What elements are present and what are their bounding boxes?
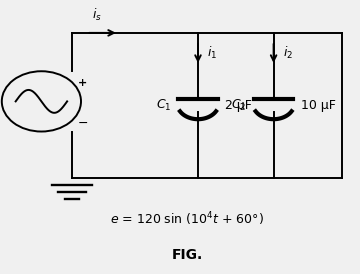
Text: FIG.: FIG. bbox=[172, 248, 203, 262]
Text: $C_1$: $C_1$ bbox=[156, 98, 171, 113]
Text: −: − bbox=[77, 116, 88, 130]
Text: $i_1$: $i_1$ bbox=[207, 45, 217, 61]
Text: +: + bbox=[77, 78, 87, 88]
Text: $i_s$: $i_s$ bbox=[92, 7, 102, 23]
Text: 2 μF: 2 μF bbox=[225, 99, 252, 112]
Text: 10 μF: 10 μF bbox=[301, 99, 336, 112]
Text: $e$ = 120 sin (10$^4$$t$ + 60°): $e$ = 120 sin (10$^4$$t$ + 60°) bbox=[110, 210, 264, 228]
Text: $C_2$: $C_2$ bbox=[231, 98, 247, 113]
Text: $i_2$: $i_2$ bbox=[283, 45, 293, 61]
